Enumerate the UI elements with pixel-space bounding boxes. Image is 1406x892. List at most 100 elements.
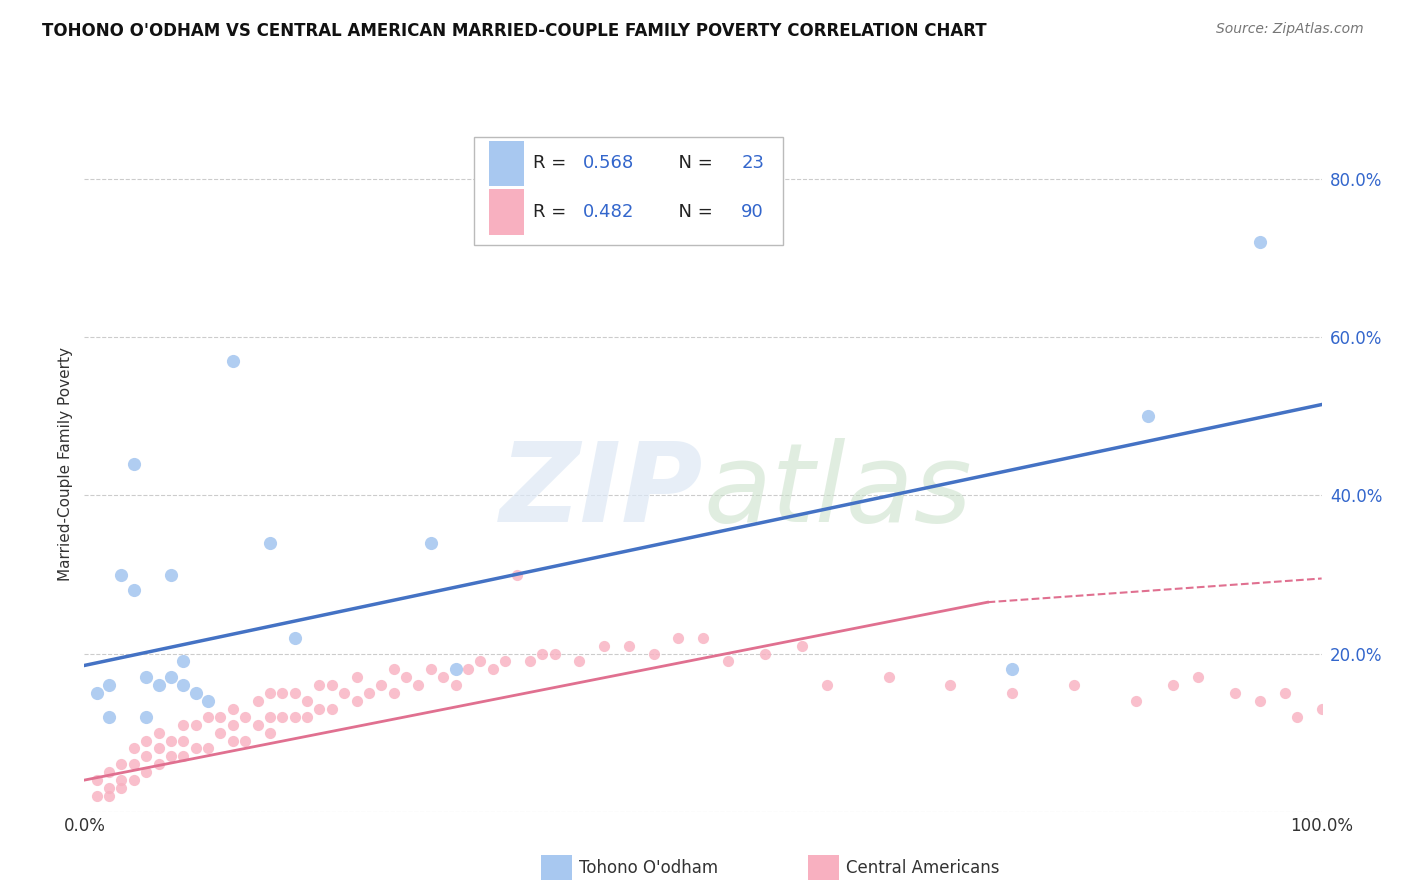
Point <box>222 702 245 716</box>
Point <box>122 773 145 788</box>
Point <box>1161 678 1184 692</box>
Point <box>233 710 256 724</box>
Point <box>197 694 219 708</box>
Point <box>295 694 318 708</box>
Text: Tohono O'odham: Tohono O'odham <box>579 859 718 877</box>
Point <box>1001 686 1024 700</box>
Point <box>1137 409 1160 424</box>
Point <box>135 710 157 724</box>
Point <box>346 694 368 708</box>
Point <box>877 670 900 684</box>
Point <box>148 757 170 772</box>
Point <box>135 670 157 684</box>
Point <box>470 655 492 669</box>
Point <box>1249 694 1271 708</box>
Point <box>86 773 108 788</box>
Point <box>110 757 132 772</box>
Text: atlas: atlas <box>703 438 972 545</box>
Point <box>308 678 330 692</box>
Point <box>271 686 294 700</box>
Point <box>209 725 232 739</box>
Point <box>197 741 219 756</box>
Point <box>122 457 145 471</box>
Point <box>593 639 616 653</box>
Text: 0.482: 0.482 <box>583 203 634 221</box>
Point <box>172 749 194 764</box>
Point <box>222 354 245 368</box>
Point <box>122 583 145 598</box>
Point <box>308 702 330 716</box>
Point <box>160 567 183 582</box>
Point <box>259 686 281 700</box>
Point <box>110 773 132 788</box>
Point <box>172 678 194 692</box>
Text: 0.568: 0.568 <box>583 154 634 172</box>
Point <box>98 780 121 795</box>
Point <box>135 733 157 747</box>
Point <box>98 765 121 780</box>
Point <box>184 717 207 731</box>
Point <box>98 710 121 724</box>
Text: 90: 90 <box>741 203 763 221</box>
Point <box>172 717 194 731</box>
Point <box>148 725 170 739</box>
Point <box>444 678 467 692</box>
Point <box>939 678 962 692</box>
Point <box>543 647 565 661</box>
Point <box>1187 670 1209 684</box>
Point <box>568 655 591 669</box>
Text: Central Americans: Central Americans <box>846 859 1000 877</box>
Point <box>1249 235 1271 250</box>
Point <box>1285 710 1308 724</box>
Point <box>209 710 232 724</box>
Point <box>519 655 541 669</box>
Point <box>333 686 356 700</box>
Point <box>419 536 441 550</box>
Point <box>233 733 256 747</box>
Point <box>184 741 207 756</box>
Point <box>408 678 430 692</box>
Bar <box>489 141 523 186</box>
Point <box>370 678 392 692</box>
Point <box>1125 694 1147 708</box>
Point <box>98 789 121 803</box>
Point <box>666 631 689 645</box>
Text: N =: N = <box>666 154 718 172</box>
Point <box>321 678 343 692</box>
Text: 23: 23 <box>741 154 765 172</box>
Point <box>395 670 418 684</box>
Point <box>444 662 467 676</box>
Point <box>284 710 307 724</box>
Point <box>184 686 207 700</box>
Point <box>357 686 380 700</box>
Point <box>160 749 183 764</box>
Point <box>692 631 714 645</box>
Text: R =: R = <box>533 154 572 172</box>
Point <box>717 655 740 669</box>
Y-axis label: Married-Couple Family Poverty: Married-Couple Family Poverty <box>58 347 73 581</box>
Point <box>86 789 108 803</box>
Point <box>1274 686 1296 700</box>
Point <box>98 678 121 692</box>
Point <box>122 741 145 756</box>
Point <box>617 639 640 653</box>
Point <box>1001 662 1024 676</box>
Point <box>284 686 307 700</box>
Point <box>246 694 269 708</box>
Point <box>506 567 529 582</box>
Point <box>457 662 479 676</box>
Point <box>494 655 516 669</box>
Point <box>259 725 281 739</box>
Point <box>1223 686 1246 700</box>
Point <box>790 639 813 653</box>
Point <box>160 670 183 684</box>
Point <box>246 717 269 731</box>
Text: R =: R = <box>533 203 572 221</box>
Point <box>1310 702 1333 716</box>
Point <box>382 662 405 676</box>
Point <box>259 710 281 724</box>
Point <box>432 670 454 684</box>
Point <box>135 765 157 780</box>
Point <box>284 631 307 645</box>
Text: N =: N = <box>666 203 718 221</box>
